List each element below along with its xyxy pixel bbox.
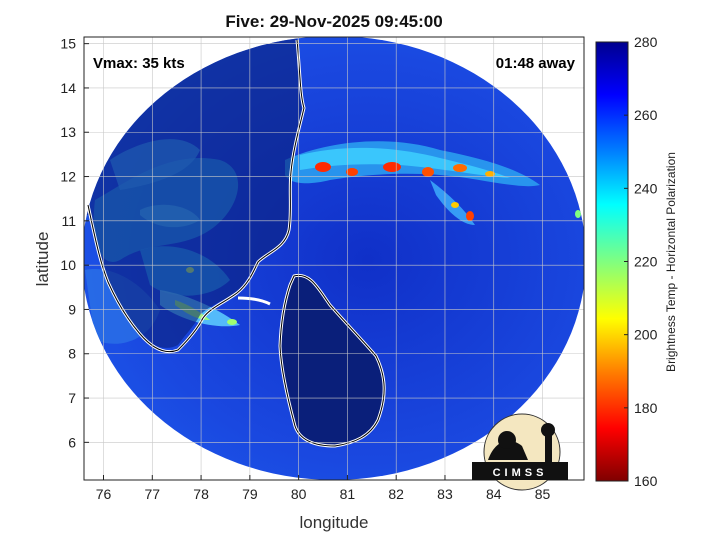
cimss-logo: CIMSS: [472, 413, 568, 491]
x-tick-label: 79: [242, 486, 258, 502]
x-tick-label: 76: [96, 486, 112, 502]
colorbar-tick-label: 220: [634, 254, 658, 270]
logo-text: CIMSS: [493, 467, 548, 479]
y-tick-label: 6: [68, 434, 76, 450]
x-tick-label: 83: [437, 486, 453, 502]
y-tick-label: 7: [68, 390, 76, 406]
colorbar-tick-label: 260: [634, 107, 658, 123]
colorbar-tick-label: 200: [634, 327, 658, 343]
colorbar-label: Brightness Temp - Horizontal Polarizatio…: [664, 152, 678, 372]
colorbar-tick-label: 240: [634, 180, 658, 196]
y-tick-label: 9: [68, 301, 76, 317]
x-tick-label: 82: [388, 486, 404, 502]
x-tick-label: 81: [340, 486, 356, 502]
colorbar-tick-label: 280: [634, 34, 658, 50]
colorbar: [595, 41, 629, 482]
x-tick-label: 84: [486, 486, 502, 502]
vmax-annotation: Vmax: 35 kts: [93, 55, 185, 72]
x-tick-label: 77: [145, 486, 161, 502]
y-tick-label: 8: [68, 346, 76, 362]
chart-title: Five: 29-Nov-2025 09:45:00: [225, 12, 443, 31]
y-tick-label: 12: [60, 169, 76, 185]
x-tick-label: 80: [291, 486, 307, 502]
y-axis-label: latitude: [33, 232, 52, 287]
y-tick-label: 11: [61, 213, 76, 229]
y-tick-label: 13: [60, 124, 76, 140]
colorbar-tick-label: 160: [634, 473, 658, 489]
x-axis-label: longitude: [299, 513, 368, 532]
y-tick-labels: 6 7 8 9 10 11 12 13 14 15: [60, 36, 76, 451]
y-tick-label: 10: [60, 257, 76, 273]
x-tick-label: 85: [535, 486, 551, 502]
colorbar-tick-label: 180: [634, 400, 658, 416]
x-tick-labels: 76 77 78 79 80 81 82 83 84 85: [96, 486, 551, 502]
time-away-annotation: 01:48 away: [496, 55, 576, 72]
axes-frame: [83, 36, 585, 481]
y-tick-label: 15: [60, 36, 76, 52]
grid-lines: [84, 37, 584, 480]
colorbar-ticks: 280 260 240 220 200 180 160: [624, 34, 658, 489]
x-tick-label: 78: [193, 486, 209, 502]
y-tick-label: 14: [60, 80, 76, 96]
